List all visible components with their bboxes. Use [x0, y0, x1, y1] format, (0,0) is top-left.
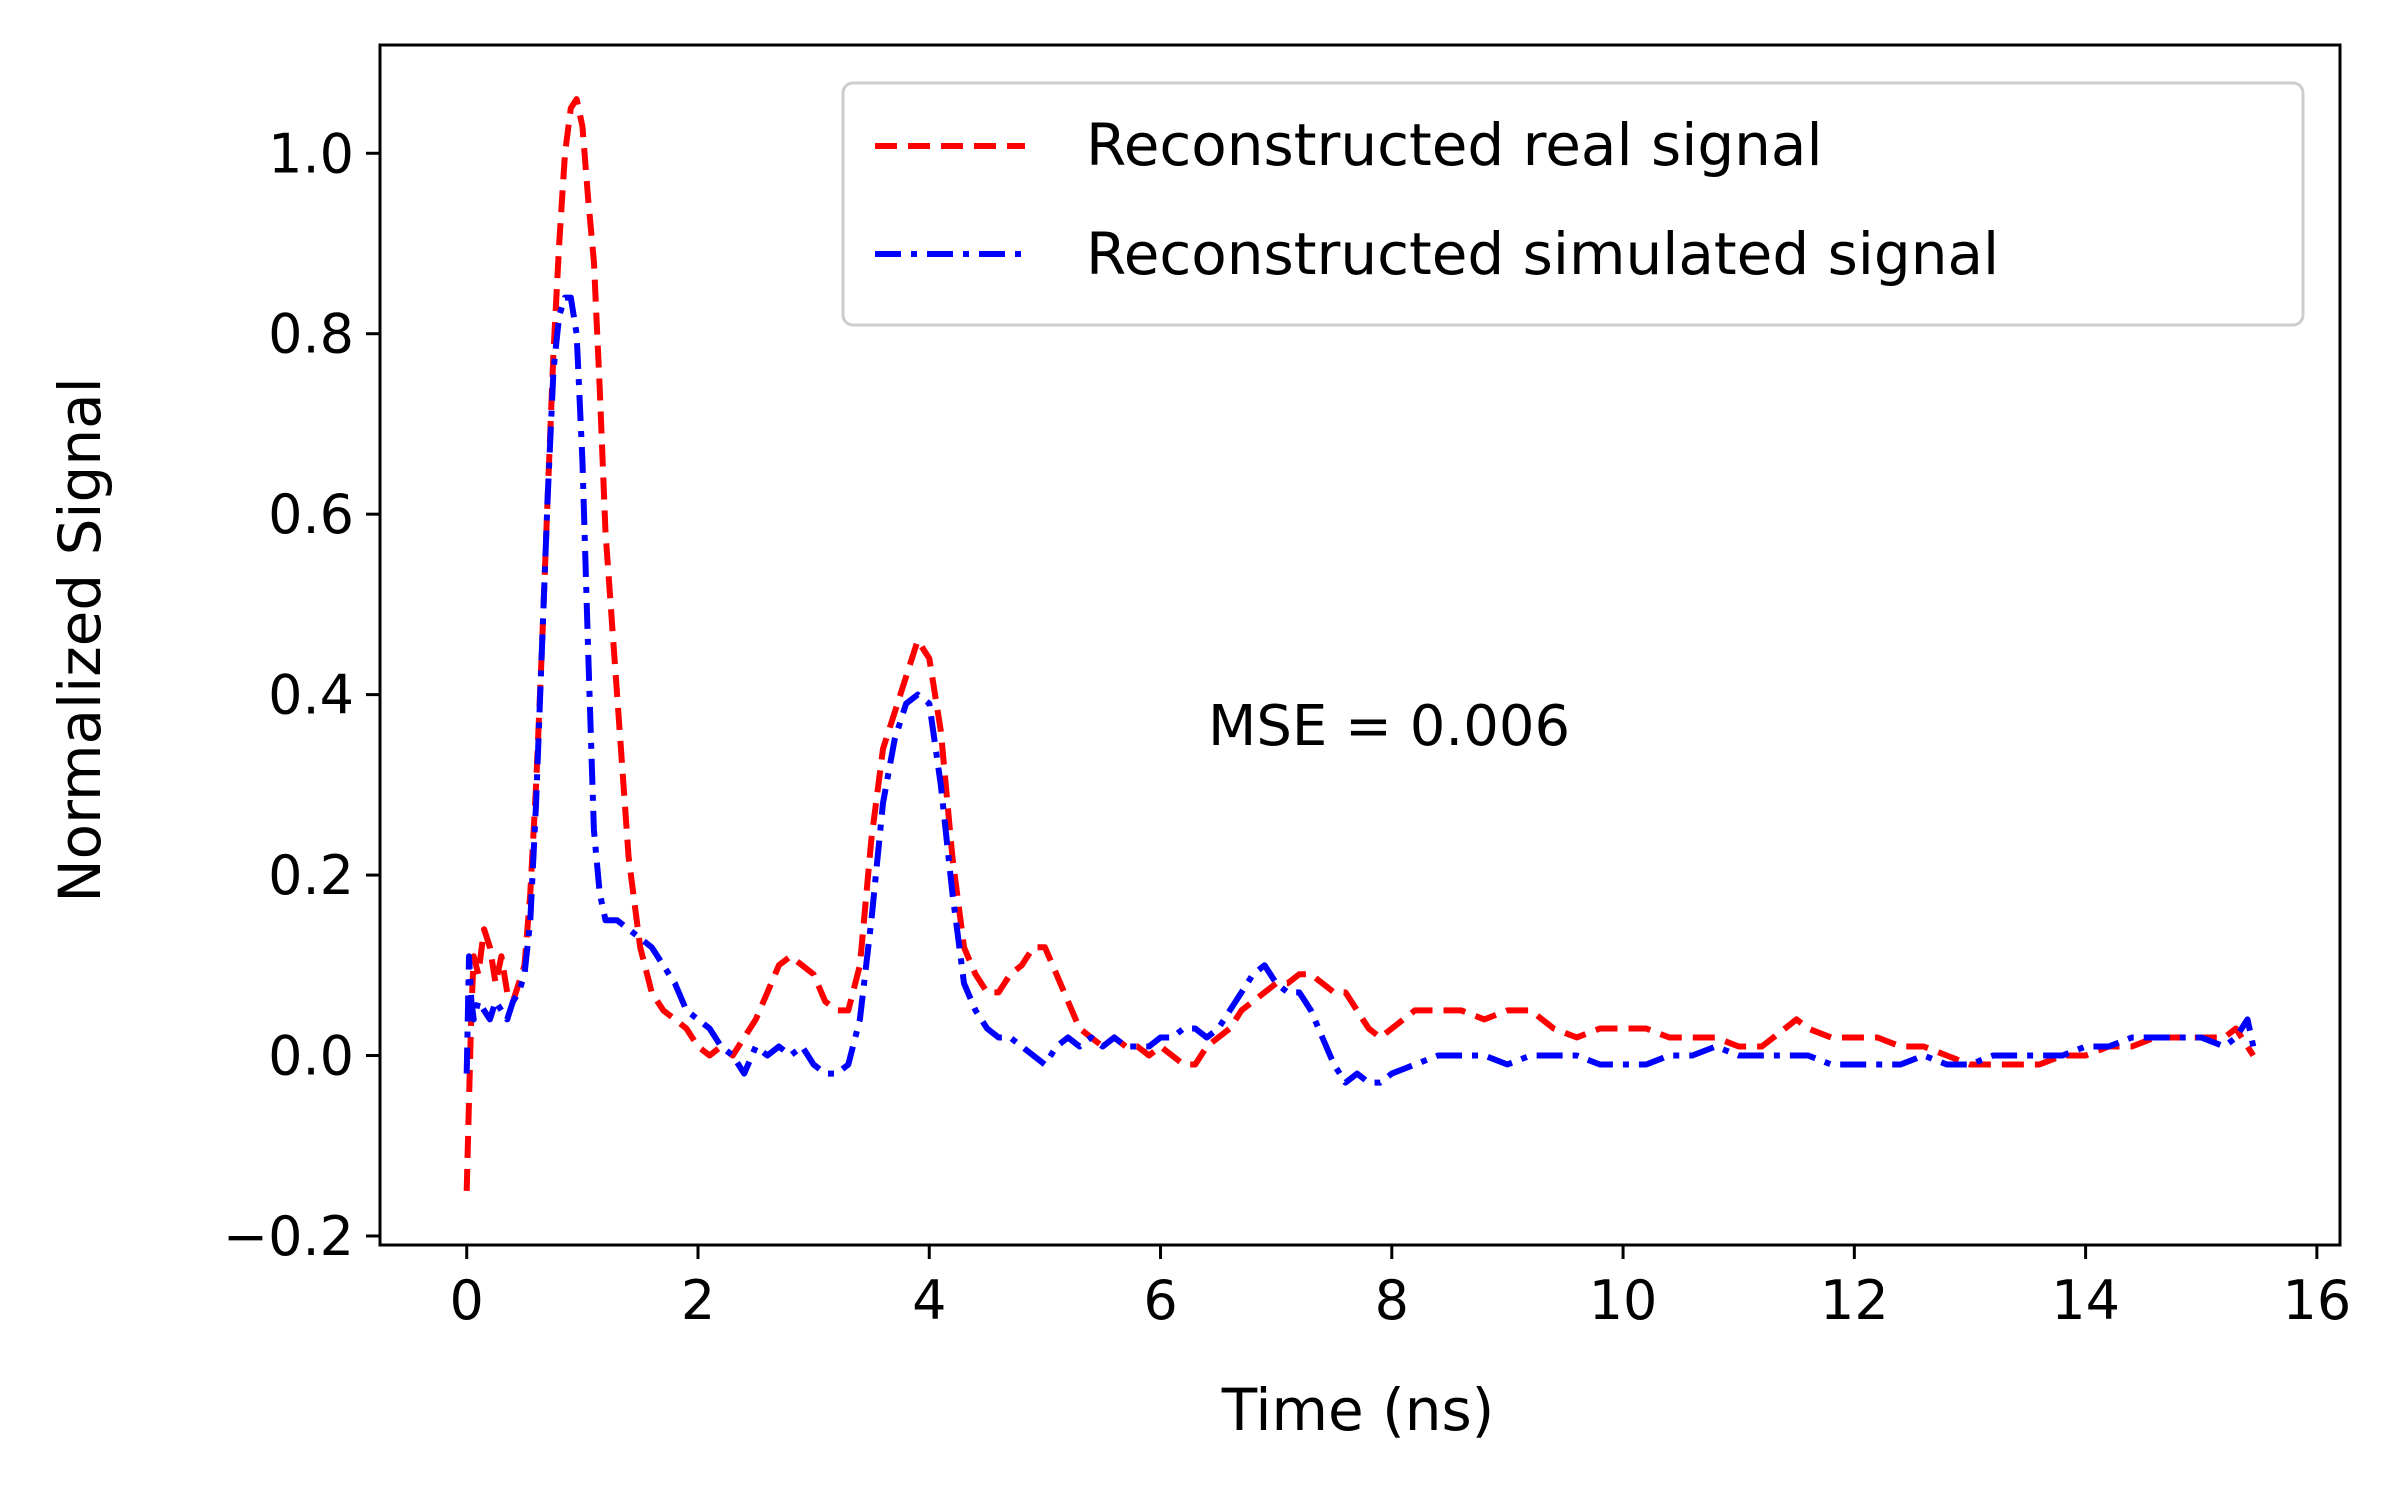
x-tick-label: 12	[1820, 1269, 1889, 1332]
x-tick-label: 8	[1375, 1269, 1409, 1332]
axis-frame	[378, 43, 2342, 1247]
y-axis-title: Normalized Signal	[46, 377, 114, 903]
legend: Reconstructed real signal Reconstructed …	[841, 81, 2305, 327]
x-tick-label: 2	[681, 1269, 715, 1332]
plot-area-border	[378, 43, 2342, 1247]
series-line-simulated	[463, 294, 2257, 1086]
y-tick-label: 0.4	[268, 664, 354, 727]
y-axis-ticks: −0.2 0.0 0.2 0.4 0.6 0.8 1.0	[223, 122, 380, 1268]
x-tick-label: 14	[2051, 1269, 2120, 1332]
series-line-real	[463, 96, 2256, 1191]
x-tick-label: 6	[1143, 1269, 1177, 1332]
y-tick-label: 0.0	[268, 1025, 354, 1088]
y-tick-label: 0.2	[268, 844, 354, 907]
y-tick-label: 1.0	[268, 122, 354, 185]
legend-label-real: Reconstructed real signal	[1086, 111, 1823, 179]
mse-annotation: MSE = 0.006	[1208, 694, 1570, 759]
y-tick-label: −0.2	[223, 1205, 354, 1268]
series-layer	[463, 96, 2257, 1191]
x-tick-label: 16	[2283, 1269, 2352, 1332]
legend-label-simulated: Reconstructed simulated signal	[1086, 220, 1999, 288]
x-axis-title: Time (ns)	[1221, 1376, 1495, 1444]
legend-box	[841, 81, 2305, 327]
x-tick-label: 4	[912, 1269, 946, 1332]
x-tick-label: 10	[1589, 1269, 1658, 1332]
y-tick-label: 0.8	[268, 303, 354, 366]
x-tick-label: 0	[450, 1269, 484, 1332]
x-axis-ticks: 0 2 4 6 8 10 12 14 16	[450, 1245, 2352, 1332]
y-tick-label: 0.6	[268, 483, 354, 546]
